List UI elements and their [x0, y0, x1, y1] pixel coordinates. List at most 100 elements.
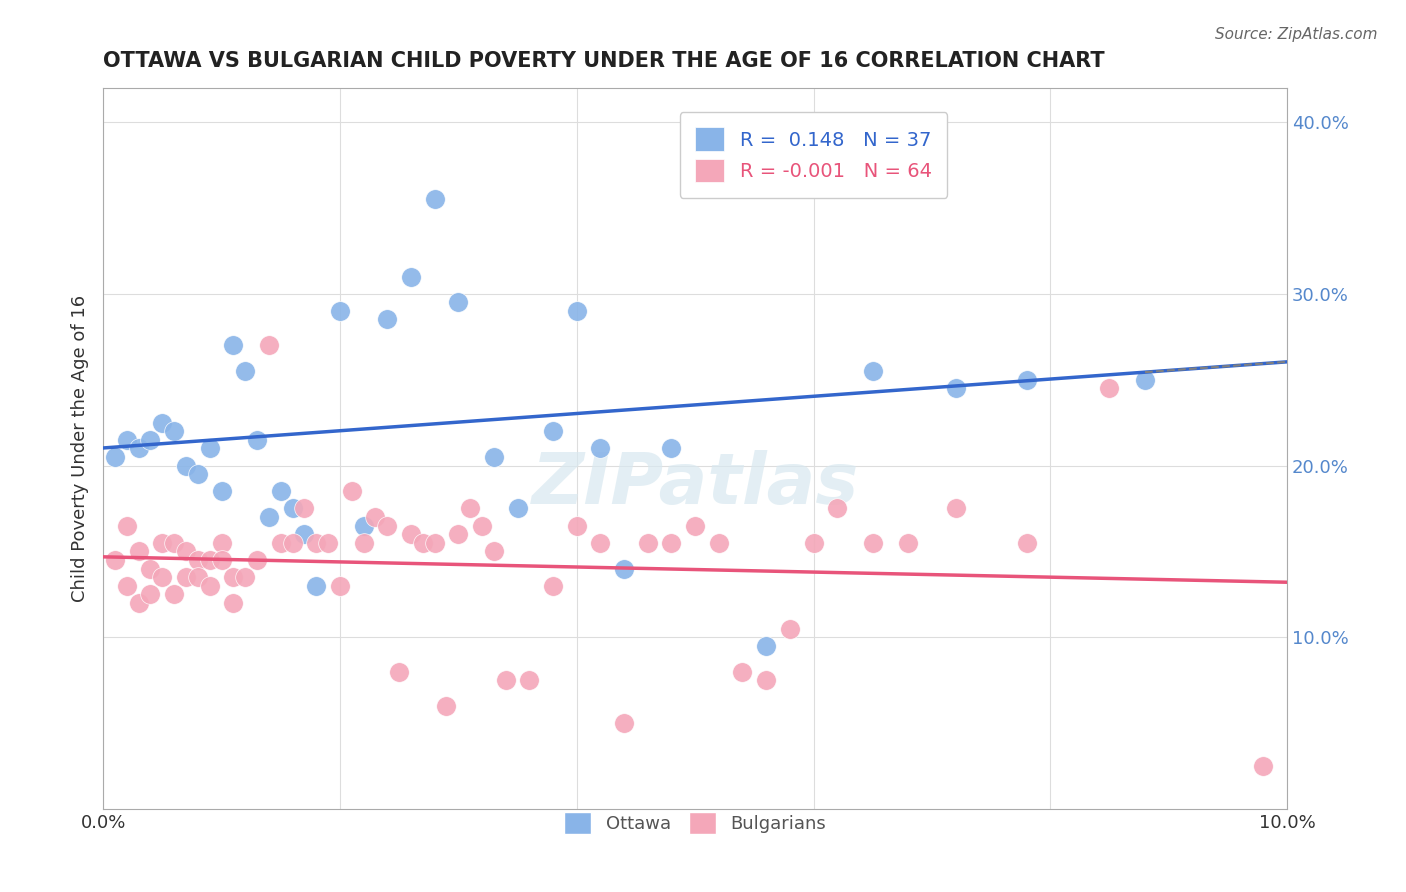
Point [174, 458, 197, 473]
Point [897, 536, 920, 550]
Point [139, 561, 162, 575]
Point [294, 501, 316, 516]
Point [471, 518, 494, 533]
Point [139, 433, 162, 447]
Point [945, 381, 967, 395]
Point [222, 570, 245, 584]
Point [104, 450, 127, 464]
Point [305, 579, 328, 593]
Point [613, 716, 636, 731]
Point [447, 295, 470, 310]
Point [329, 579, 352, 593]
Point [198, 579, 221, 593]
Point [589, 536, 612, 550]
Point [399, 269, 422, 284]
Point [661, 536, 683, 550]
Point [198, 553, 221, 567]
Point [388, 665, 411, 679]
Point [115, 579, 138, 593]
Point [731, 665, 754, 679]
Point [128, 442, 150, 456]
Point [353, 518, 375, 533]
Point [707, 536, 730, 550]
Point [115, 518, 138, 533]
Point [115, 433, 138, 447]
Point [589, 442, 612, 456]
Point [412, 536, 434, 550]
Point [294, 527, 316, 541]
Point [187, 570, 209, 584]
Point [945, 501, 967, 516]
Point [506, 501, 529, 516]
Point [222, 596, 245, 610]
Text: ZIPatlas: ZIPatlas [531, 450, 859, 519]
Point [1015, 536, 1038, 550]
Point [211, 553, 233, 567]
Point [482, 544, 505, 558]
Point [163, 587, 186, 601]
Point [1015, 373, 1038, 387]
Point [565, 518, 588, 533]
Point [755, 673, 778, 688]
Point [257, 510, 280, 524]
Point [270, 536, 292, 550]
Point [246, 553, 269, 567]
Point [375, 518, 398, 533]
Point [458, 501, 481, 516]
Point [436, 699, 458, 714]
Point [825, 501, 848, 516]
Point [233, 570, 256, 584]
Point [862, 364, 884, 378]
Text: OTTAWA VS BULGARIAN CHILD POVERTY UNDER THE AGE OF 16 CORRELATION CHART: OTTAWA VS BULGARIAN CHILD POVERTY UNDER … [103, 51, 1105, 70]
Point [174, 570, 197, 584]
Point [1133, 373, 1156, 387]
Point [222, 338, 245, 352]
Point [541, 424, 564, 438]
Point [281, 501, 304, 516]
Point [305, 536, 328, 550]
Point [150, 536, 173, 550]
Point [128, 596, 150, 610]
Point [565, 304, 588, 318]
Point [1253, 759, 1275, 773]
Text: Source: ZipAtlas.com: Source: ZipAtlas.com [1215, 27, 1378, 42]
Point [779, 622, 801, 636]
Point [755, 639, 778, 653]
Point [187, 467, 209, 481]
Point [495, 673, 517, 688]
Point [353, 536, 375, 550]
Point [163, 536, 186, 550]
Point [637, 536, 659, 550]
Point [163, 424, 186, 438]
Point [683, 518, 706, 533]
Point [187, 553, 209, 567]
Point [139, 587, 162, 601]
Point [316, 536, 339, 550]
Legend: Ottawa, Bulgarians: Ottawa, Bulgarians [555, 804, 835, 844]
Point [862, 536, 884, 550]
Point [423, 536, 446, 550]
Point [364, 510, 387, 524]
Point [281, 536, 304, 550]
Y-axis label: Child Poverty Under the Age of 16: Child Poverty Under the Age of 16 [72, 294, 89, 602]
Point [399, 527, 422, 541]
Point [128, 544, 150, 558]
Point [1098, 381, 1121, 395]
Point [270, 484, 292, 499]
Point [482, 450, 505, 464]
Point [707, 115, 730, 129]
Point [150, 570, 173, 584]
Point [803, 536, 825, 550]
Point [246, 433, 269, 447]
Point [661, 442, 683, 456]
Point [517, 673, 540, 688]
Point [541, 579, 564, 593]
Point [233, 364, 256, 378]
Point [340, 484, 363, 499]
Point [257, 338, 280, 352]
Point [198, 442, 221, 456]
Point [150, 416, 173, 430]
Point [423, 192, 446, 206]
Point [329, 304, 352, 318]
Point [104, 553, 127, 567]
